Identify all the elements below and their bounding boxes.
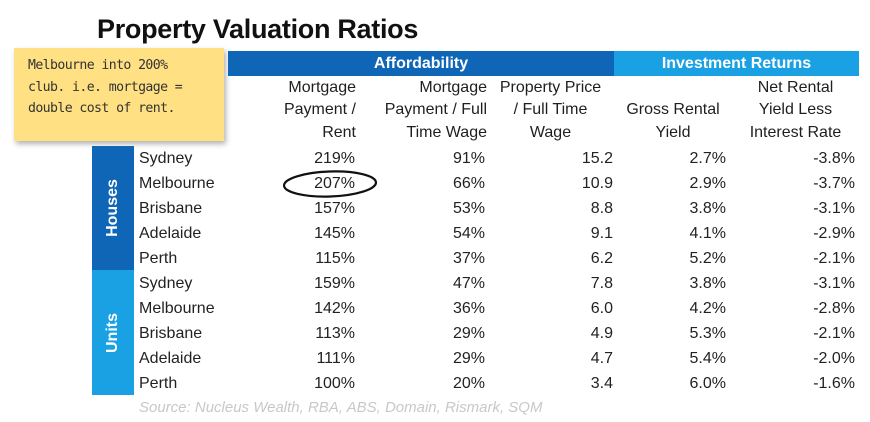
table-row: Brisbane 157% 53% 8.8 3.8% -3.1% [0,196,870,221]
column-header-line: Mortgage [288,78,356,96]
column-header-net-yield: Net Rental Yield Less Interest Rate [732,78,859,144]
table-row: Perth 115% 37% 6.2 5.2% -2.1% [0,246,870,271]
value-cell: 66% [452,175,485,192]
value-cell: 10.9 [581,175,613,192]
value-cell: 29% [452,350,485,367]
city-cell: Melbourne [139,175,215,192]
value-cell: -3.7% [813,175,855,192]
column-header-gross-yield: Gross Rental Yield [614,78,732,144]
sticky-note-annotation: Melbourne into 200% club. i.e. mortgage … [14,48,224,141]
value-cell: 15.2 [581,150,613,167]
note-line: club. i.e. mortgage = [28,79,183,95]
table-row: Brisbane 113% 29% 4.9 5.3% -2.1% [0,321,870,346]
column-header-mortgage-rent: Mortgage Payment / Rent [228,78,356,144]
column-header-line: Rent [322,123,356,141]
table-row: Adelaide 145% 54% 9.1 4.1% -2.9% [0,221,870,246]
value-cell: 5.4% [689,350,726,367]
city-cell: Adelaide [139,350,202,367]
column-header-line: Payment / Full [384,101,487,118]
value-cell: -3.1% [813,200,855,217]
city-cell: Perth [139,375,178,392]
value-cell: 4.1% [689,225,726,242]
value-cell: -3.8% [813,150,855,167]
column-header-line: / Full Time [513,101,588,118]
note-line: Melbourne into 200% [28,58,168,73]
value-cell: 3.4 [590,375,613,392]
value-cell: 113% [315,325,355,342]
value-cell: 4.2% [689,300,726,317]
value-cell: -2.0% [813,350,855,367]
value-cell: 100% [314,375,355,392]
value-cell: 20% [452,375,485,392]
affordability-header: Affordability [228,51,614,76]
note-line: double cost of rent. [28,101,175,116]
value-cell: 3.8% [689,275,726,292]
column-header-mortgage-wage: Mortgage Payment / Full Time Wage [356,78,487,144]
houses-group-label: Houses [92,146,134,270]
column-header-line: Gross Rental [626,101,720,118]
chart-title: Property Valuation Ratios [97,14,419,44]
value-cell: 6.2 [590,250,613,267]
value-cell: 207% [314,175,355,192]
column-header-line: Interest Rate [749,123,842,141]
value-cell: -2.1% [813,325,855,342]
table-row: Melbourne 142% 36% 6.0 4.2% -2.8% [0,296,870,321]
investment-returns-header: Investment Returns [614,51,859,76]
column-header-line: Yield [655,123,691,141]
table-row: Sydney 219% 91% 15.2 2.7% -3.8% [0,146,870,171]
value-cell: 219% [314,150,355,167]
value-cell: 8.8 [590,200,613,217]
value-cell: 115% [315,250,355,267]
value-cell: -3.1% [813,275,855,292]
value-cell: 2.9% [689,175,726,192]
city-cell: Sydney [139,275,193,292]
value-cell: 47% [452,275,485,292]
value-cell: -2.8% [813,300,855,317]
table-row: Melbourne 207% 66% 10.9 2.9% -3.7% [0,171,870,196]
value-cell: 157% [314,200,355,217]
value-cell: 29% [452,325,485,342]
value-cell: 2.7% [689,150,726,167]
source-note: Source: Nucleus Wealth, RBA, ABS, Domain… [139,399,543,416]
column-header-line: Time Wage [406,123,487,141]
value-cell: 7.8 [590,275,613,292]
value-cell: 142% [314,300,355,317]
value-cell: 91% [452,150,485,167]
value-cell: 159% [314,275,355,292]
value-cell: 145% [314,225,355,242]
value-cell: -2.9% [813,225,855,242]
city-cell: Melbourne [139,300,215,317]
value-cell: 3.8% [689,200,726,217]
value-cell: 4.9 [590,325,613,342]
table-row: Perth 100% 20% 3.4 6.0% -1.6% [0,371,870,396]
value-cell: 9.1 [590,225,613,242]
city-cell: Brisbane [139,200,203,217]
value-cell: -1.6% [813,375,855,392]
value-cell: 6.0% [689,375,726,392]
city-cell: Perth [139,250,178,267]
column-header-line: Wage [529,123,572,141]
table-row: Adelaide 111% 29% 4.7 5.4% -2.0% [0,346,870,371]
column-header-line: Payment / [283,101,356,118]
value-cell: 54% [452,225,485,242]
value-cell: 4.7 [590,350,613,367]
value-cell: -2.1% [813,250,855,267]
value-cell: 6.0 [590,300,613,317]
column-header-line: Net Rental [757,78,834,96]
city-cell: Sydney [139,150,193,167]
column-header-price-wage: Property Price / Full Time Wage [487,78,614,144]
value-cell: 36% [452,300,485,317]
value-cell: 37% [452,250,485,267]
units-group-label: Units [92,270,134,395]
column-header-line: Yield Less [758,101,833,118]
table-row: Sydney 159% 47% 7.8 3.8% -3.1% [0,271,870,296]
value-cell: 5.2% [689,250,726,267]
value-cell: 53% [452,200,485,217]
city-cell: Adelaide [139,225,202,242]
city-cell: Brisbane [139,325,203,342]
value-cell: 111% [316,350,355,367]
value-cell: 5.3% [689,325,726,342]
column-header-line: Mortgage [419,78,487,96]
column-header-line: Property Price [499,78,602,96]
